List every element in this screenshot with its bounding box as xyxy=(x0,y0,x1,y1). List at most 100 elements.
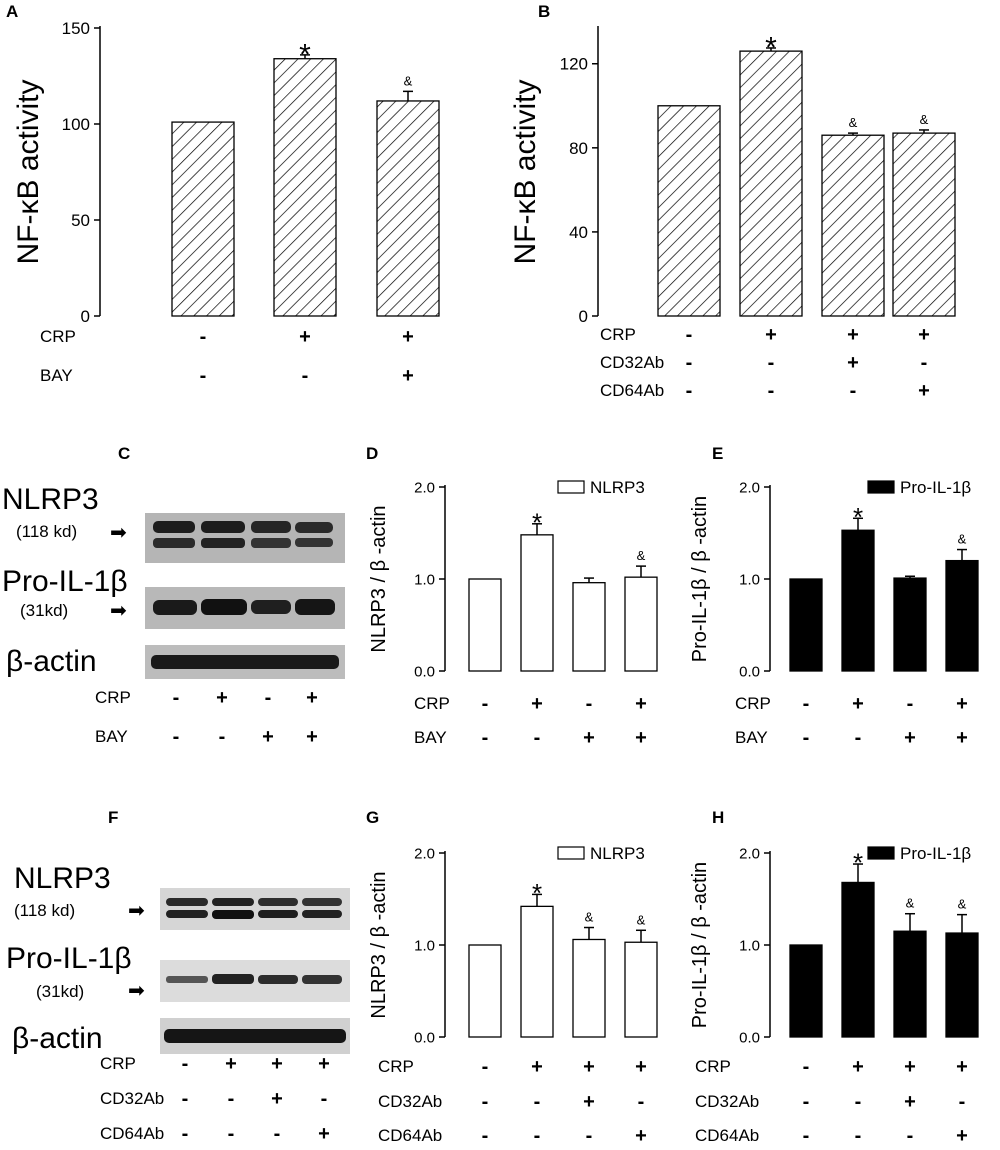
condition-sign: - xyxy=(182,1053,189,1075)
bar-3 xyxy=(572,582,606,672)
condition-sign: + xyxy=(225,1053,237,1075)
condition-label: CD64Ab xyxy=(100,1124,164,1143)
condition-sign: - xyxy=(182,1088,189,1110)
y-axis-label: Pro-IL-1β / β -actin xyxy=(689,496,711,662)
bar-1 xyxy=(468,578,502,672)
significance-star: * xyxy=(853,502,863,532)
condition-sign: + xyxy=(904,1091,916,1113)
condition-label: BAY xyxy=(735,728,768,747)
condition-sign: - xyxy=(959,1091,966,1113)
bar-2 xyxy=(739,50,803,317)
significance-star: * xyxy=(532,878,542,908)
significance-star: * xyxy=(532,508,542,538)
condition-sign: - xyxy=(274,1123,281,1145)
blot-c-nlrp3-label: NLRP3 xyxy=(2,483,99,516)
condition-sign: + xyxy=(635,693,647,715)
legend-label: NLRP3 xyxy=(590,844,645,863)
condition-sign: + xyxy=(271,1053,283,1075)
significance-ampersand: & xyxy=(637,912,646,927)
condition-sign: - xyxy=(173,687,180,709)
condition-sign: - xyxy=(482,1125,489,1147)
chart-panel-g: 0.0 1.0 2.0 NLRP3 / β -actin * & & NLRP3 CRP - + + +… xyxy=(368,844,658,1147)
blot-f-nlrp3-image xyxy=(160,888,350,930)
blot-f-nlrp3-label: NLRP3 xyxy=(14,862,111,895)
significance-ampersand: & xyxy=(585,910,594,925)
y-tick-label: 80 xyxy=(569,139,588,158)
significance-ampersand: & xyxy=(958,532,967,547)
condition-label: CD64Ab xyxy=(378,1126,442,1145)
bar-3 xyxy=(821,134,885,317)
blot-c-proil-kd: (31kd) xyxy=(20,601,69,620)
significance-star: * xyxy=(299,38,311,71)
condition-sign: + xyxy=(583,1091,595,1113)
bar-4 xyxy=(892,132,956,317)
y-tick-label: 150 xyxy=(62,19,90,38)
condition-label: CRP xyxy=(378,1057,414,1076)
condition-sign: + xyxy=(262,726,274,748)
bar-1 xyxy=(657,105,721,317)
blot-c-proil-image xyxy=(145,587,345,629)
y-tick-label: 0 xyxy=(81,307,90,326)
condition-label: CD32Ab xyxy=(600,353,664,372)
condition-sign: + xyxy=(956,727,968,749)
condition-sign: - xyxy=(534,727,541,749)
blot-c-conditions: CRP - + - + BAY - - + + xyxy=(95,687,318,748)
significance-ampersand: & xyxy=(637,548,646,563)
condition-sign: + xyxy=(216,687,228,709)
blot-c-proil-label: Pro-IL-1β xyxy=(2,565,128,598)
condition-sign: + xyxy=(852,693,864,715)
condition-sign: - xyxy=(219,726,226,748)
y-tick-label: 0.0 xyxy=(414,1029,435,1046)
y-tick-label: 1.0 xyxy=(414,937,435,954)
condition-sign: + xyxy=(402,326,414,348)
condition-sign: - xyxy=(855,727,862,749)
blot-f-conditions: CRP - + + +CD32Ab - - + -CD64Ab - - - + xyxy=(100,1053,330,1145)
legend-swatch xyxy=(557,480,585,494)
y-tick-label: 0.0 xyxy=(739,1029,760,1046)
condition-sign: + xyxy=(918,324,930,346)
legend-label: Pro-IL-1β xyxy=(900,478,971,497)
bar-1 xyxy=(789,944,823,1038)
condition-sign: + xyxy=(852,1056,864,1078)
condition-sign: + xyxy=(306,726,318,748)
condition-sign: - xyxy=(686,352,693,374)
blot-f-nlrp3-kd: (118 kd) xyxy=(14,901,76,920)
condition-sign: - xyxy=(173,726,180,748)
condition-sign: + xyxy=(847,352,859,374)
bar-4 xyxy=(945,932,979,1038)
bar-1 xyxy=(171,121,235,317)
condition-sign: - xyxy=(803,693,810,715)
condition-sign: + xyxy=(318,1123,330,1145)
condition-sign: + xyxy=(918,380,930,402)
condition-sign: + xyxy=(583,1056,595,1078)
significance-star: * xyxy=(853,848,863,878)
chart-panel-d: 0.0 1.0 2.0 NLRP3 / β -actin * & NLRP3 CRP - + - + B… xyxy=(368,478,658,749)
legend-swatch xyxy=(557,846,585,860)
legend-label: Pro-IL-1β xyxy=(900,844,971,863)
bar-1 xyxy=(468,944,502,1038)
condition-label: CD64Ab xyxy=(695,1126,759,1145)
significance-ampersand: & xyxy=(906,896,915,911)
panel-label-d: D xyxy=(366,444,379,463)
chart-panel-a: 0 50 100 150 NF-κB activity * & CRP - + + BAY - - + xyxy=(12,19,440,387)
condition-label: CD64Ab xyxy=(600,381,664,400)
y-tick-label: 0 xyxy=(579,307,588,326)
bar-4 xyxy=(624,576,658,672)
condition-sign: - xyxy=(482,693,489,715)
significance-ampersand: & xyxy=(404,73,413,88)
condition-sign: - xyxy=(855,1091,862,1113)
y-tick-label: 1.0 xyxy=(414,571,435,588)
condition-sign: + xyxy=(765,324,777,346)
bar-3 xyxy=(893,930,927,1038)
blot-c-nlrp3-arrow-icon: ➡ xyxy=(110,520,127,544)
condition-label: CD32Ab xyxy=(100,1089,164,1108)
condition-sign: - xyxy=(803,1125,810,1147)
condition-sign: + xyxy=(318,1053,330,1075)
condition-sign: - xyxy=(638,1091,645,1113)
condition-label: CRP xyxy=(40,327,76,346)
y-axis-label: NF-κB activity xyxy=(12,79,45,264)
blot-c-actin-label: β-actin xyxy=(6,645,97,678)
condition-sign: - xyxy=(228,1088,235,1110)
condition-label: BAY xyxy=(95,727,128,746)
condition-sign: - xyxy=(534,1125,541,1147)
